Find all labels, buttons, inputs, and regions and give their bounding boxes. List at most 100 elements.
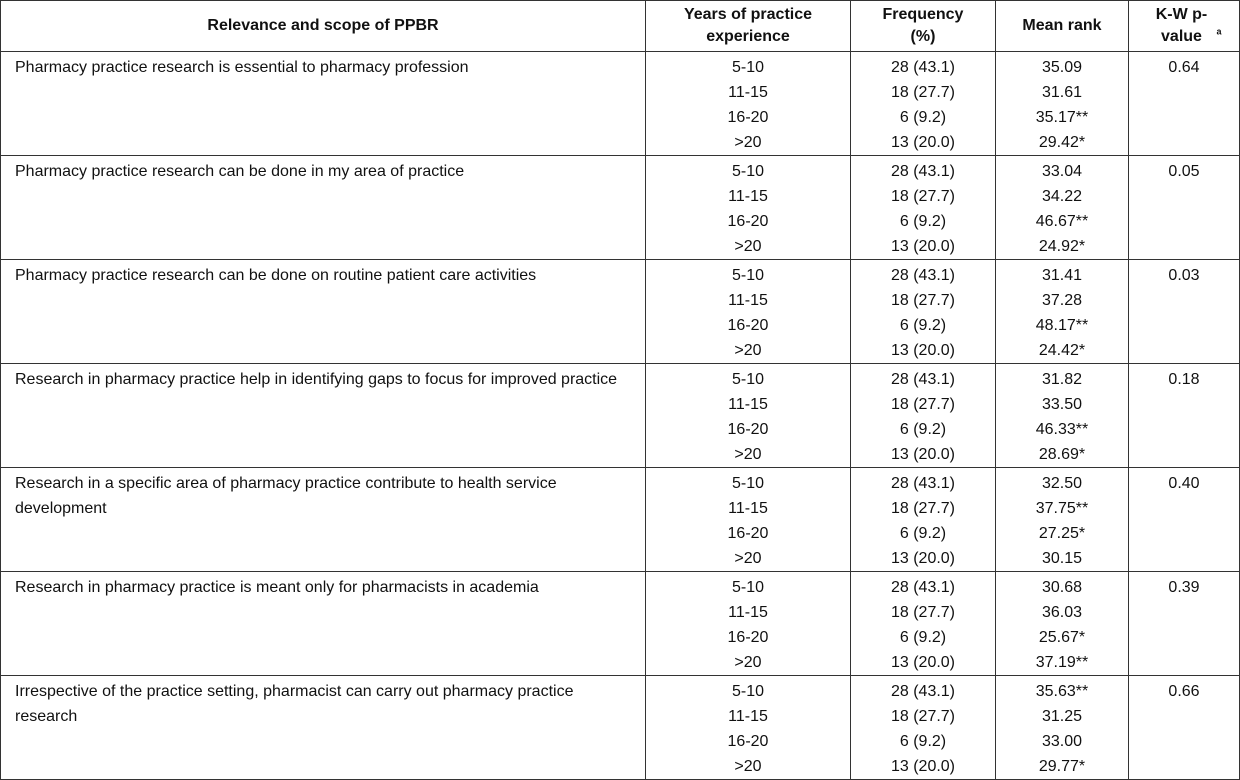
mean-rank: 33.00 (1041, 733, 1083, 750)
years: 5-10 (731, 371, 765, 388)
years: >20 (734, 342, 762, 359)
footnote-marker: a (1216, 26, 1222, 37)
frequency-cell: 28 (43.1) 18 (27.7) 6 (9.2) 13 (20.0) (850, 259, 996, 364)
frequency: 18 (27.7) (890, 500, 956, 517)
years: 5-10 (731, 267, 765, 284)
statement-cell: Irrespective of the practice setting, ph… (0, 675, 646, 780)
mean-rank-cell: 35.63** 31.25 33.00 29.77* (995, 675, 1129, 780)
mean-rank-list: 33.04 34.22 46.67** 24.92* (996, 156, 1128, 259)
p-value-cell: 0.05 (1128, 155, 1240, 260)
header-text: Frequency (%) (882, 6, 964, 45)
mean-rank: 31.82 (1041, 371, 1083, 388)
years: 16-20 (727, 629, 769, 646)
statement: Pharmacy practice research is essential … (15, 59, 469, 76)
statement-cell: Research in pharmacy practice help in id… (0, 363, 646, 468)
header-text: Mean rank (1022, 17, 1102, 34)
mean-rank: 27.25* (1038, 525, 1086, 542)
p-value: 0.05 (1168, 163, 1200, 180)
years-cell: 5-10 11-15 16-20 >20 (645, 259, 851, 364)
mean-rank: 36.03 (1041, 604, 1083, 621)
years-list: 5-10 11-15 16-20 >20 (646, 260, 850, 363)
mean-rank: 37.75** (1035, 500, 1089, 517)
p-value-cell: 0.64 (1128, 51, 1240, 156)
years-list: 5-10 11-15 16-20 >20 (646, 676, 850, 779)
mean-rank-cell: 31.41 37.28 48.17** 24.42* (995, 259, 1129, 364)
frequency: 28 (43.1) (890, 267, 956, 284)
p-value-cell: 0.66 (1128, 675, 1240, 780)
mean-rank-list: 30.68 36.03 25.67* 37.19** (996, 572, 1128, 675)
header-text: Years of practice experience (683, 6, 813, 45)
frequency-list: 28 (43.1) 18 (27.7) 6 (9.2) 13 (20.0) (851, 52, 995, 155)
years-cell: 5-10 11-15 16-20 >20 (645, 467, 851, 572)
frequency: 6 (9.2) (899, 525, 947, 542)
p-value-cell: 0.18 (1128, 363, 1240, 468)
mean-rank: 33.04 (1041, 163, 1083, 180)
years-cell: 5-10 11-15 16-20 >20 (645, 51, 851, 156)
frequency: 13 (20.0) (890, 342, 956, 359)
frequency: 6 (9.2) (899, 109, 947, 126)
table-row: Pharmacy practice research is essential … (0, 51, 1240, 156)
frequency: 13 (20.0) (890, 654, 956, 671)
header-row: Relevance and scope of PPBR Years of pra… (0, 0, 1240, 52)
mean-rank-cell: 31.82 33.50 46.33** 28.69* (995, 363, 1129, 468)
years-list: 5-10 11-15 16-20 >20 (646, 572, 850, 675)
frequency: 18 (27.7) (890, 604, 956, 621)
years: 5-10 (731, 59, 765, 76)
frequency: 28 (43.1) (890, 371, 956, 388)
years: 16-20 (727, 213, 769, 230)
mean-rank-list: 31.82 33.50 46.33** 28.69* (996, 364, 1128, 467)
years: >20 (734, 446, 762, 463)
mean-rank: 31.41 (1041, 267, 1083, 284)
frequency: 13 (20.0) (890, 446, 956, 463)
frequency-cell: 28 (43.1) 18 (27.7) 6 (9.2) 13 (20.0) (850, 363, 996, 468)
p-value-cell: 0.39 (1128, 571, 1240, 676)
mean-rank-list: 32.50 37.75** 27.25* 30.15 (996, 468, 1128, 571)
frequency: 28 (43.1) (890, 475, 956, 492)
frequency: 6 (9.2) (899, 317, 947, 334)
years-cell: 5-10 11-15 16-20 >20 (645, 155, 851, 260)
statement: Research in pharmacy practice help in id… (15, 371, 618, 388)
years: 16-20 (727, 525, 769, 542)
p-value: 0.64 (1168, 59, 1200, 76)
statement: Irrespective of the practice setting, ph… (15, 683, 574, 725)
years: 5-10 (731, 683, 765, 700)
table-row: Research in pharmacy practice help in id… (0, 363, 1240, 468)
header-text: K-W p-value (1155, 6, 1208, 45)
years-cell: 5-10 11-15 16-20 >20 (645, 571, 851, 676)
statement-cell: Research in pharmacy practice is meant o… (0, 571, 646, 676)
mean-rank: 24.42* (1038, 342, 1086, 359)
years: 11-15 (728, 292, 768, 309)
mean-rank: 34.22 (1041, 188, 1083, 205)
p-value: 0.39 (1168, 579, 1200, 596)
years-cell: 5-10 11-15 16-20 >20 (645, 675, 851, 780)
table-row: Pharmacy practice research can be done i… (0, 155, 1240, 260)
p-value-cell: 0.03 (1128, 259, 1240, 364)
mean-rank: 35.63** (1035, 683, 1089, 700)
frequency: 6 (9.2) (899, 213, 947, 230)
header-cell: Mean rank (995, 0, 1129, 52)
frequency-list: 28 (43.1) 18 (27.7) 6 (9.2) 13 (20.0) (851, 364, 995, 467)
mean-rank: 35.09 (1041, 59, 1083, 76)
header-cell: K-W p-value a (1128, 0, 1240, 52)
statement: Pharmacy practice research can be done i… (15, 163, 465, 180)
frequency: 6 (9.2) (899, 629, 947, 646)
mean-rank: 46.33** (1035, 421, 1089, 438)
years: 11-15 (728, 604, 768, 621)
statement-cell: Research in a specific area of pharmacy … (0, 467, 646, 572)
table-body: Pharmacy practice research is essential … (0, 51, 1240, 780)
mean-rank: 29.77* (1038, 758, 1086, 775)
mean-rank: 37.28 (1041, 292, 1083, 309)
frequency: 6 (9.2) (899, 421, 947, 438)
years: 5-10 (731, 475, 765, 492)
statement-cell: Pharmacy practice research can be done o… (0, 259, 646, 364)
frequency: 13 (20.0) (890, 550, 956, 567)
years: >20 (734, 134, 762, 151)
frequency: 28 (43.1) (890, 163, 956, 180)
statement: Research in pharmacy practice is meant o… (15, 579, 539, 596)
years-list: 5-10 11-15 16-20 >20 (646, 364, 850, 467)
frequency-cell: 28 (43.1) 18 (27.7) 6 (9.2) 13 (20.0) (850, 675, 996, 780)
mean-rank: 30.68 (1041, 579, 1083, 596)
frequency-list: 28 (43.1) 18 (27.7) 6 (9.2) 13 (20.0) (851, 676, 995, 779)
